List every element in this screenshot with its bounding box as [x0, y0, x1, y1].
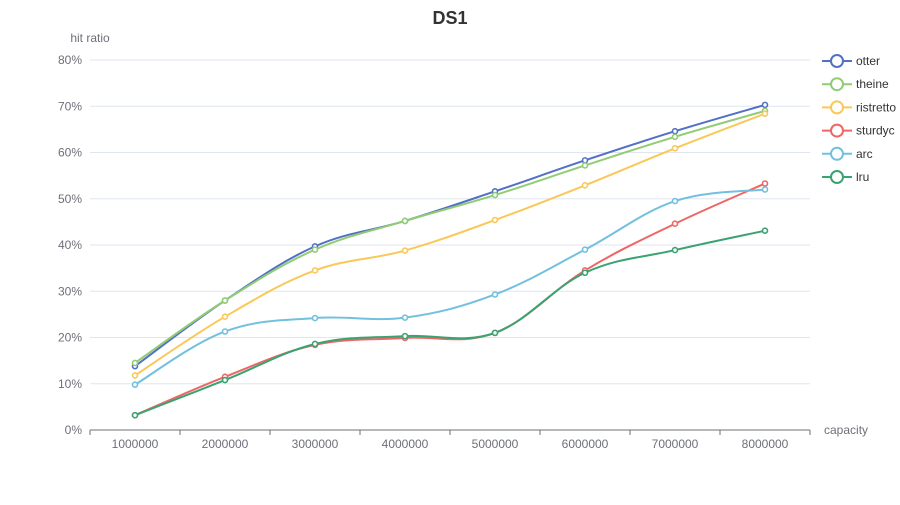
- data-point-lru[interactable]: [131, 411, 139, 419]
- data-point-arc[interactable]: [131, 381, 139, 388]
- x-tick-label: 1000000: [112, 437, 159, 451]
- data-point-theine[interactable]: [491, 191, 499, 199]
- legend-marker-ristretto: [830, 100, 844, 115]
- legend-label-otter: otter: [856, 54, 880, 68]
- data-point-theine[interactable]: [401, 217, 409, 225]
- series-line-ristretto: [134, 112, 766, 377]
- series-theine: [131, 107, 769, 367]
- data-point-lru[interactable]: [671, 246, 679, 254]
- data-point-theine[interactable]: [581, 162, 589, 169]
- legend[interactable]: otter theine ristretto sturdyc arc lru: [822, 54, 896, 184]
- data-point-arc[interactable]: [581, 246, 589, 253]
- x-axis: 1000000 2000000 3000000 4000000 5000000 60000…: [89, 429, 811, 451]
- legend-item-theine[interactable]: theine: [822, 77, 889, 92]
- y-tick-label: 0%: [65, 423, 83, 437]
- data-point-ristretto[interactable]: [581, 182, 589, 189]
- y-tick-label: 40%: [58, 238, 82, 252]
- x-tick-label: 6000000: [562, 437, 609, 451]
- y-axis-label: hit ratio: [70, 31, 110, 45]
- x-tick-label: 5000000: [472, 437, 519, 451]
- data-point-ristretto[interactable]: [131, 372, 139, 379]
- series-line-lru: [134, 229, 766, 417]
- y-tick-label: 50%: [58, 192, 82, 206]
- grid-lines: [90, 59, 810, 385]
- data-point-lru[interactable]: [761, 227, 769, 234]
- y-tick-label: 30%: [58, 284, 82, 298]
- legend-label-theine: theine: [856, 77, 889, 91]
- data-point-ristretto[interactable]: [221, 313, 229, 320]
- legend-item-sturdyc[interactable]: sturdyc: [822, 123, 895, 138]
- data-point-ristretto[interactable]: [311, 267, 319, 274]
- legend-item-otter[interactable]: otter: [822, 54, 880, 68]
- legend-marker-arc: [830, 146, 844, 161]
- data-point-otter[interactable]: [671, 127, 679, 135]
- y-axis: 0% 10% 20% 30% 40% 50% 60% 70% 80%: [58, 53, 82, 437]
- data-point-sturdyc[interactable]: [761, 180, 769, 187]
- series-arc: [131, 186, 769, 388]
- data-point-theine[interactable]: [671, 133, 679, 141]
- series-group: [131, 101, 769, 419]
- series-line-theine: [134, 109, 766, 364]
- data-point-ristretto[interactable]: [401, 247, 409, 254]
- x-tick-label: 2000000: [202, 437, 249, 451]
- data-point-sturdyc[interactable]: [671, 220, 679, 228]
- data-point-ristretto[interactable]: [491, 216, 499, 224]
- y-tick-label: 10%: [58, 377, 82, 391]
- chart-title: DS1: [432, 8, 467, 28]
- series-line-sturdyc: [134, 182, 766, 417]
- data-point-ristretto[interactable]: [671, 145, 679, 152]
- legend-item-ristretto[interactable]: ristretto: [822, 100, 896, 115]
- data-point-arc[interactable]: [491, 291, 499, 298]
- series-lru: [131, 227, 769, 419]
- series-line-arc: [134, 188, 766, 386]
- data-point-arc[interactable]: [671, 197, 679, 205]
- x-tick-label: 4000000: [382, 437, 429, 451]
- series-ristretto: [131, 110, 769, 379]
- data-point-lru[interactable]: [491, 329, 499, 337]
- x-tick-label: 3000000: [292, 437, 339, 451]
- data-point-lru[interactable]: [401, 332, 409, 340]
- data-point-lru[interactable]: [221, 376, 229, 384]
- data-point-otter[interactable]: [581, 157, 589, 164]
- y-tick-label: 20%: [58, 331, 82, 345]
- data-point-arc[interactable]: [221, 328, 229, 335]
- data-point-arc[interactable]: [401, 314, 409, 321]
- data-point-lru[interactable]: [581, 269, 589, 277]
- data-point-theine[interactable]: [221, 297, 229, 304]
- legend-marker-sturdyc: [830, 123, 844, 138]
- data-point-arc[interactable]: [761, 186, 769, 193]
- y-tick-label: 60%: [58, 146, 82, 160]
- data-point-lru[interactable]: [311, 340, 319, 348]
- legend-marker-otter: [830, 54, 844, 68]
- x-axis-label: capacity: [824, 423, 868, 437]
- legend-marker-lru: [830, 170, 844, 184]
- data-point-theine[interactable]: [131, 359, 139, 367]
- data-point-arc[interactable]: [311, 314, 319, 322]
- data-point-theine[interactable]: [311, 246, 319, 253]
- y-tick-label: 80%: [58, 53, 82, 67]
- legend-label-lru: lru: [856, 170, 869, 184]
- legend-item-arc[interactable]: arc: [822, 146, 873, 161]
- x-tick-label: 8000000: [742, 437, 789, 451]
- y-tick-label: 70%: [58, 99, 82, 113]
- legend-label-ristretto: ristretto: [856, 100, 896, 114]
- legend-marker-theine: [830, 77, 844, 92]
- x-tick-label: 7000000: [652, 437, 699, 451]
- data-point-otter[interactable]: [761, 101, 769, 109]
- legend-item-lru[interactable]: lru: [822, 170, 869, 184]
- legend-label-sturdyc: sturdyc: [856, 124, 895, 138]
- data-point-ristretto[interactable]: [761, 110, 769, 117]
- legend-label-arc: arc: [856, 147, 873, 161]
